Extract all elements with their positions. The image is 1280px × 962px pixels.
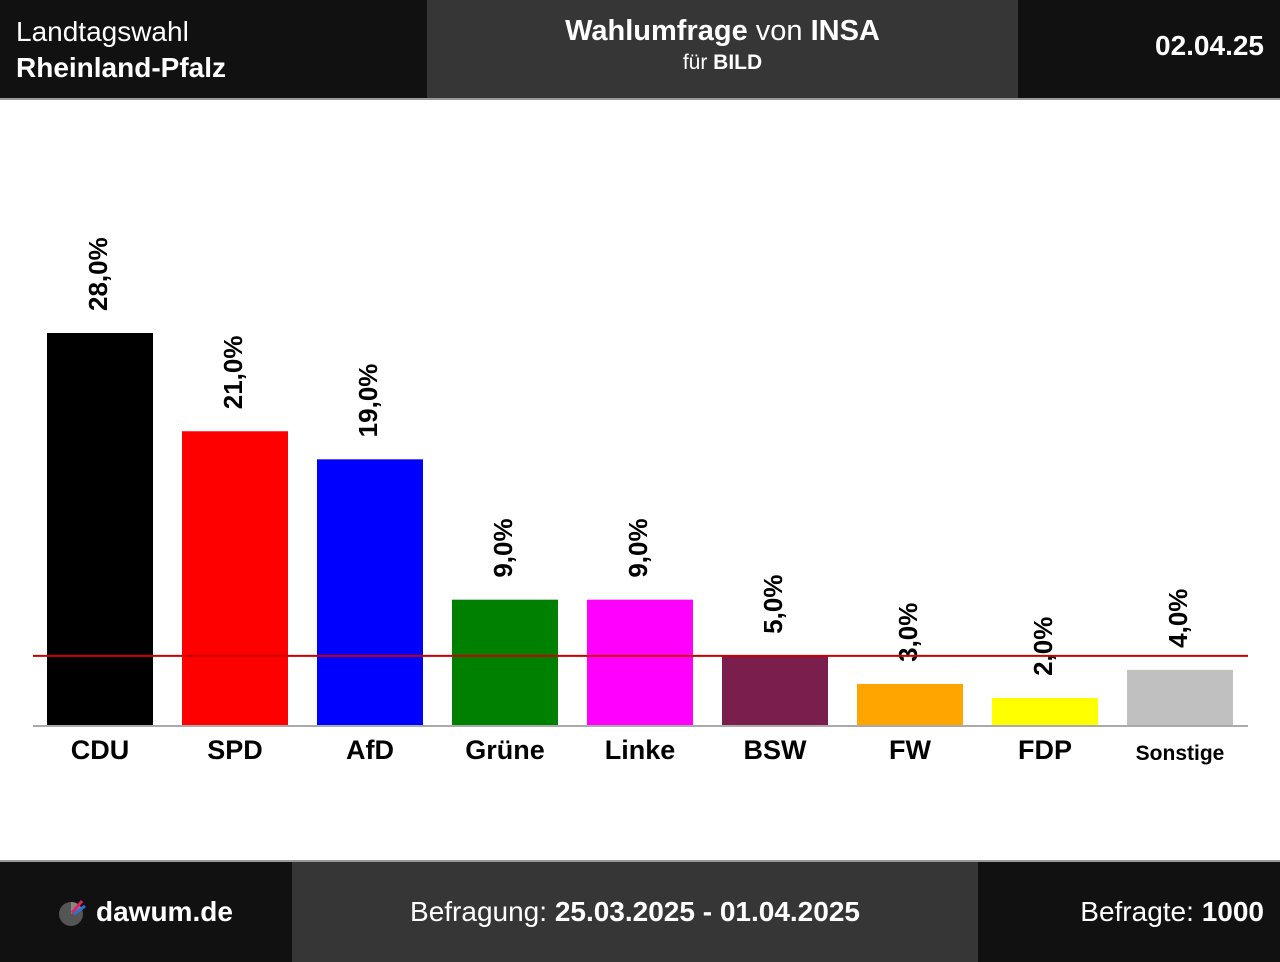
survey-word: Wahlumfrage bbox=[565, 15, 748, 47]
bar-fw bbox=[857, 683, 963, 726]
publication-date: 02.04.25 bbox=[1155, 30, 1264, 61]
value-label-sonstige: 4,0% bbox=[1163, 589, 1193, 648]
survey-info: Wahlumfrage von INSA für BILD bbox=[427, 0, 1018, 98]
period-label: Befragung: bbox=[410, 896, 548, 927]
respondents: Befragte: 1000 bbox=[1080, 896, 1264, 928]
von-word: von bbox=[755, 15, 803, 47]
bar-sonstige bbox=[1127, 669, 1233, 726]
category-label-sonstige: Sonstige bbox=[1136, 742, 1225, 765]
category-label-fw: FW bbox=[889, 735, 931, 765]
bar-cdu bbox=[47, 333, 153, 726]
category-label-fdp: FDP bbox=[1018, 735, 1072, 765]
value-label-fdp: 2,0% bbox=[1028, 617, 1058, 676]
value-label-cdu: 28,0% bbox=[83, 237, 113, 311]
election-title: Landtagswahl Rheinland-Pfalz bbox=[16, 14, 226, 86]
respondents-label: Befragte: bbox=[1080, 896, 1194, 927]
survey-period: Befragung: 25.03.2025 - 01.04.2025 bbox=[292, 862, 978, 962]
category-label-linke: Linke bbox=[605, 735, 676, 765]
value-label-spd: 21,0% bbox=[218, 336, 248, 410]
poll-bar-chart: 28,0% CDU 21,0% SPD 19,0% AfD 9,0% Grüne 9,0% Lin… bbox=[33, 237, 1248, 765]
bar-spd bbox=[182, 431, 288, 726]
bar-afd bbox=[317, 459, 423, 726]
institute-name: INSA bbox=[810, 15, 880, 47]
fuer-word: für bbox=[682, 51, 708, 74]
site-name: dawum.de bbox=[96, 896, 233, 927]
bar-grüne bbox=[452, 599, 558, 726]
value-label-afd: 19,0% bbox=[353, 364, 383, 438]
bar-bsw bbox=[722, 655, 828, 726]
value-label-linke: 9,0% bbox=[623, 518, 653, 577]
election-state: Rheinland-Pfalz bbox=[16, 52, 227, 83]
value-label-grüne: 9,0% bbox=[488, 518, 518, 577]
site-link[interactable]: dawum.de bbox=[58, 896, 233, 928]
category-label-bsw: BSW bbox=[744, 735, 808, 765]
header-bar: Landtagswahl Rheinland-Pfalz Wahlumfrage… bbox=[0, 0, 1280, 100]
election-type: Landtagswahl bbox=[16, 16, 189, 47]
category-label-grüne: Grüne bbox=[465, 735, 545, 765]
category-label-spd: SPD bbox=[207, 735, 263, 765]
period-value: 25.03.2025 - 01.04.2025 bbox=[554, 896, 860, 927]
footer-bar: dawum.de Befragung: 25.03.2025 - 01.04.2… bbox=[0, 860, 1280, 962]
value-label-fw: 3,0% bbox=[893, 603, 923, 662]
category-label-afd: AfD bbox=[346, 735, 394, 765]
value-label-bsw: 5,0% bbox=[758, 575, 788, 634]
respondents-value: 1000 bbox=[1201, 896, 1264, 927]
dawum-logo-icon bbox=[59, 900, 86, 926]
bar-fdp bbox=[992, 697, 1098, 726]
category-label-cdu: CDU bbox=[71, 735, 130, 765]
bar-linke bbox=[587, 599, 693, 726]
client-name: BILD bbox=[713, 51, 763, 74]
